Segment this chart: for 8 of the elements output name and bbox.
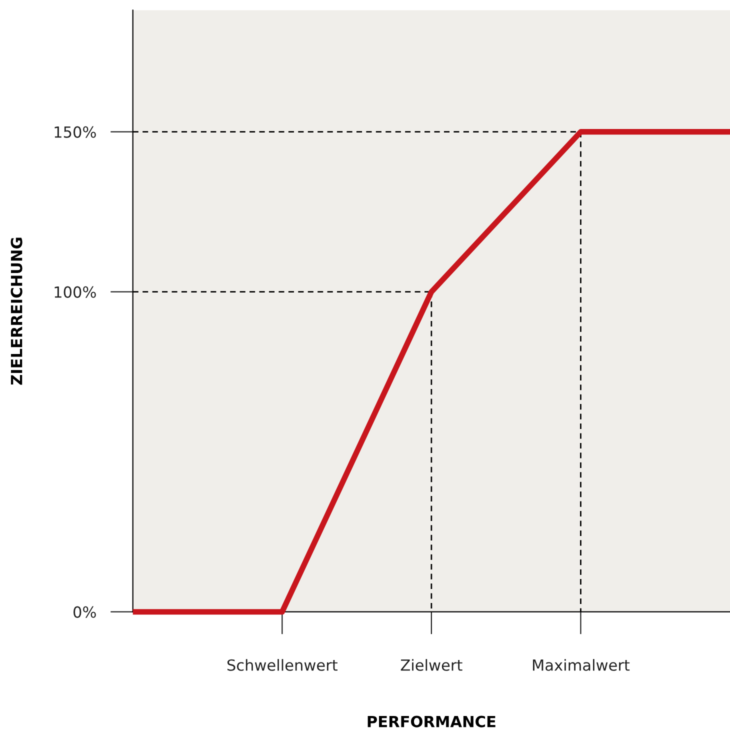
x-axis-title: PERFORMANCE	[368, 716, 496, 728]
y-tick-label: 150%	[54, 126, 96, 138]
y-axis-title: ZIELERREICHUNG	[10, 238, 22, 385]
x-tick-label: Schwellenwert	[227, 659, 338, 671]
x-tick-label: Maximalwert	[532, 659, 630, 671]
y-tick-label: 0%	[74, 606, 96, 618]
x-tick-label: Zielwert	[400, 659, 462, 671]
y-tick-label: 100%	[54, 286, 96, 298]
